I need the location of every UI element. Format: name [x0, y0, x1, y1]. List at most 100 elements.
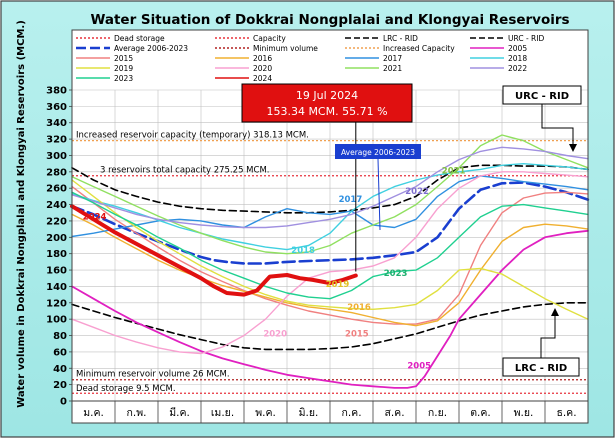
series-line-2015 — [71, 185, 589, 325]
legend: Dead storage Capacity LRC - RID URC - RID Av… — [76, 34, 544, 83]
series-label-2016: 2016 — [347, 303, 371, 313]
legend-label: 2021 — [383, 64, 402, 73]
series-line-2023 — [71, 191, 589, 300]
y-tick-label: 220 — [46, 216, 67, 227]
legend-label: Dead storage — [114, 34, 165, 43]
legend-label: 2020 — [253, 64, 272, 73]
month-label: มี.ค. — [169, 406, 190, 419]
reference-label: Minimum reservoir volume 26 MCM. — [76, 370, 230, 380]
annotations: 19 Jul 2024 153.34 MCM. 55.71 % Average 20… — [241, 83, 582, 377]
month-label: ก.ค. — [341, 407, 361, 419]
month-label: ส.ค. — [384, 407, 404, 419]
y-tick-label: 360 — [46, 102, 67, 113]
month-label: มิ.ย. — [299, 407, 319, 419]
y-tick-label: 0 — [60, 397, 67, 408]
chart-title: Water Situation of Dokkrai Nongplalai an… — [90, 12, 569, 28]
month-label: พ.ค. — [255, 407, 276, 419]
legend-label: Average 2006-2023 — [114, 44, 188, 53]
month-label: ต.ค. — [470, 407, 491, 419]
legend-label: 2022 — [508, 64, 527, 73]
current-date: 19 Jul 2024 — [296, 89, 358, 102]
average-callout-box — [335, 144, 421, 159]
series-line-lrc-rid — [71, 301, 589, 351]
y-tick-label: 140 — [46, 282, 67, 293]
lrc-callout-text: LRC - RID — [515, 363, 567, 374]
series-line-2020 — [71, 171, 589, 355]
y-tick-label: 340 — [46, 118, 67, 129]
reference-label: Increased reservoir capacity (temporary)… — [76, 131, 309, 141]
y-tick-label: 180 — [46, 249, 67, 260]
urc-callout-arrow — [569, 144, 577, 152]
series-line-2022 — [71, 146, 589, 229]
urc-callout-leader — [541, 104, 574, 148]
y-tick-label: 100 — [46, 315, 67, 326]
y-axis-title: Water volume in Dokkrai Nongplalai and K… — [16, 20, 27, 408]
legend-label: 2015 — [114, 54, 133, 63]
x-axis: ม.ค. ก.พ. มี.ค. เม.ย. พ.ค. มิ.ย. ก.ค. ส.ค. ก.ย. ต… — [71, 400, 589, 424]
y-tick-label: 160 — [46, 266, 67, 277]
series-label-2017: 2017 — [339, 195, 363, 205]
series-line-2016 — [71, 213, 589, 327]
y-tick-label: 40 — [53, 364, 67, 375]
series-line-urc-rid — [71, 164, 589, 214]
y-tick-label: 280 — [46, 167, 67, 178]
current-value-box — [241, 83, 413, 123]
series-line-2019 — [71, 179, 589, 320]
month-label: เม.ย. — [211, 407, 234, 419]
y-tick-label: 240 — [46, 200, 67, 211]
legend-label: 2017 — [383, 54, 402, 63]
series-line-2005 — [71, 229, 589, 389]
y-tick-label: 200 — [46, 233, 67, 244]
month-label: ม.ค. — [83, 407, 104, 419]
y-tick-label: 120 — [46, 298, 67, 309]
month-label: พ.ย. — [514, 407, 534, 419]
series-line-2018 — [71, 162, 589, 251]
legend-label: 2016 — [253, 54, 272, 63]
y-tick-label: 300 — [46, 151, 67, 162]
reference-lines: Increased reservoir capacity (temporary)… — [72, 131, 588, 394]
legend-label: URC - RID — [508, 34, 544, 43]
series-label-2020: 2020 — [263, 329, 287, 339]
legend-label: 2023 — [114, 74, 133, 83]
reference-label: Dead storage 9.5 MCM. — [76, 384, 176, 394]
month-label: ธ.ค. — [556, 407, 576, 419]
y-tick-label: 320 — [46, 135, 67, 146]
average-callout-leader — [377, 158, 381, 231]
legend-label: Capacity — [253, 34, 286, 43]
legend-label: 2024 — [253, 74, 272, 83]
lrc-callout-arrow — [551, 308, 559, 316]
series-label-2022: 2022 — [405, 187, 429, 197]
series-line-2024 — [70, 204, 358, 297]
legend-label: Minimum volume — [253, 44, 318, 53]
series-line-2021 — [71, 134, 589, 255]
series-line-2017 — [71, 175, 589, 238]
legend-label: LRC - RID — [383, 34, 418, 43]
series-label-2021: 2021 — [442, 166, 466, 176]
series-label-2023: 2023 — [384, 269, 408, 279]
legend-label: 2018 — [508, 54, 527, 63]
y-tick-label: 260 — [46, 184, 67, 195]
current-detail: 153.34 MCM. 55.71 % — [266, 105, 387, 118]
y-tick-label: 20 — [53, 380, 67, 391]
reference-label: 3 reservoirs total capacity 275.25 MCM. — [100, 166, 270, 176]
month-label: ก.พ. — [127, 407, 147, 419]
y-tick-label: 380 — [46, 86, 67, 97]
series-label-2018: 2018 — [291, 246, 315, 256]
series-label-2024: 2024 — [83, 212, 107, 222]
y-tick-label: 60 — [53, 347, 67, 358]
series-labels: 2024 2017 2018 2019 2016 2015 2020 2005 2023 2021… — [83, 166, 466, 371]
series-label-2005: 2005 — [407, 361, 431, 371]
month-label: ก.ย. — [428, 407, 447, 419]
legend-label: Increased Capacity — [383, 44, 455, 53]
legend-label: 2005 — [508, 44, 527, 53]
series-label-2015: 2015 — [345, 329, 369, 339]
series-label-2019: 2019 — [326, 280, 350, 290]
lrc-callout-leader — [540, 312, 556, 358]
average-callout-text: Average 2006-2023 — [341, 148, 415, 157]
urc-callout-text: URC - RID — [515, 91, 569, 102]
series-lines — [70, 134, 590, 389]
legend-label: 2019 — [114, 64, 133, 73]
y-tick-label: 80 — [53, 331, 67, 342]
